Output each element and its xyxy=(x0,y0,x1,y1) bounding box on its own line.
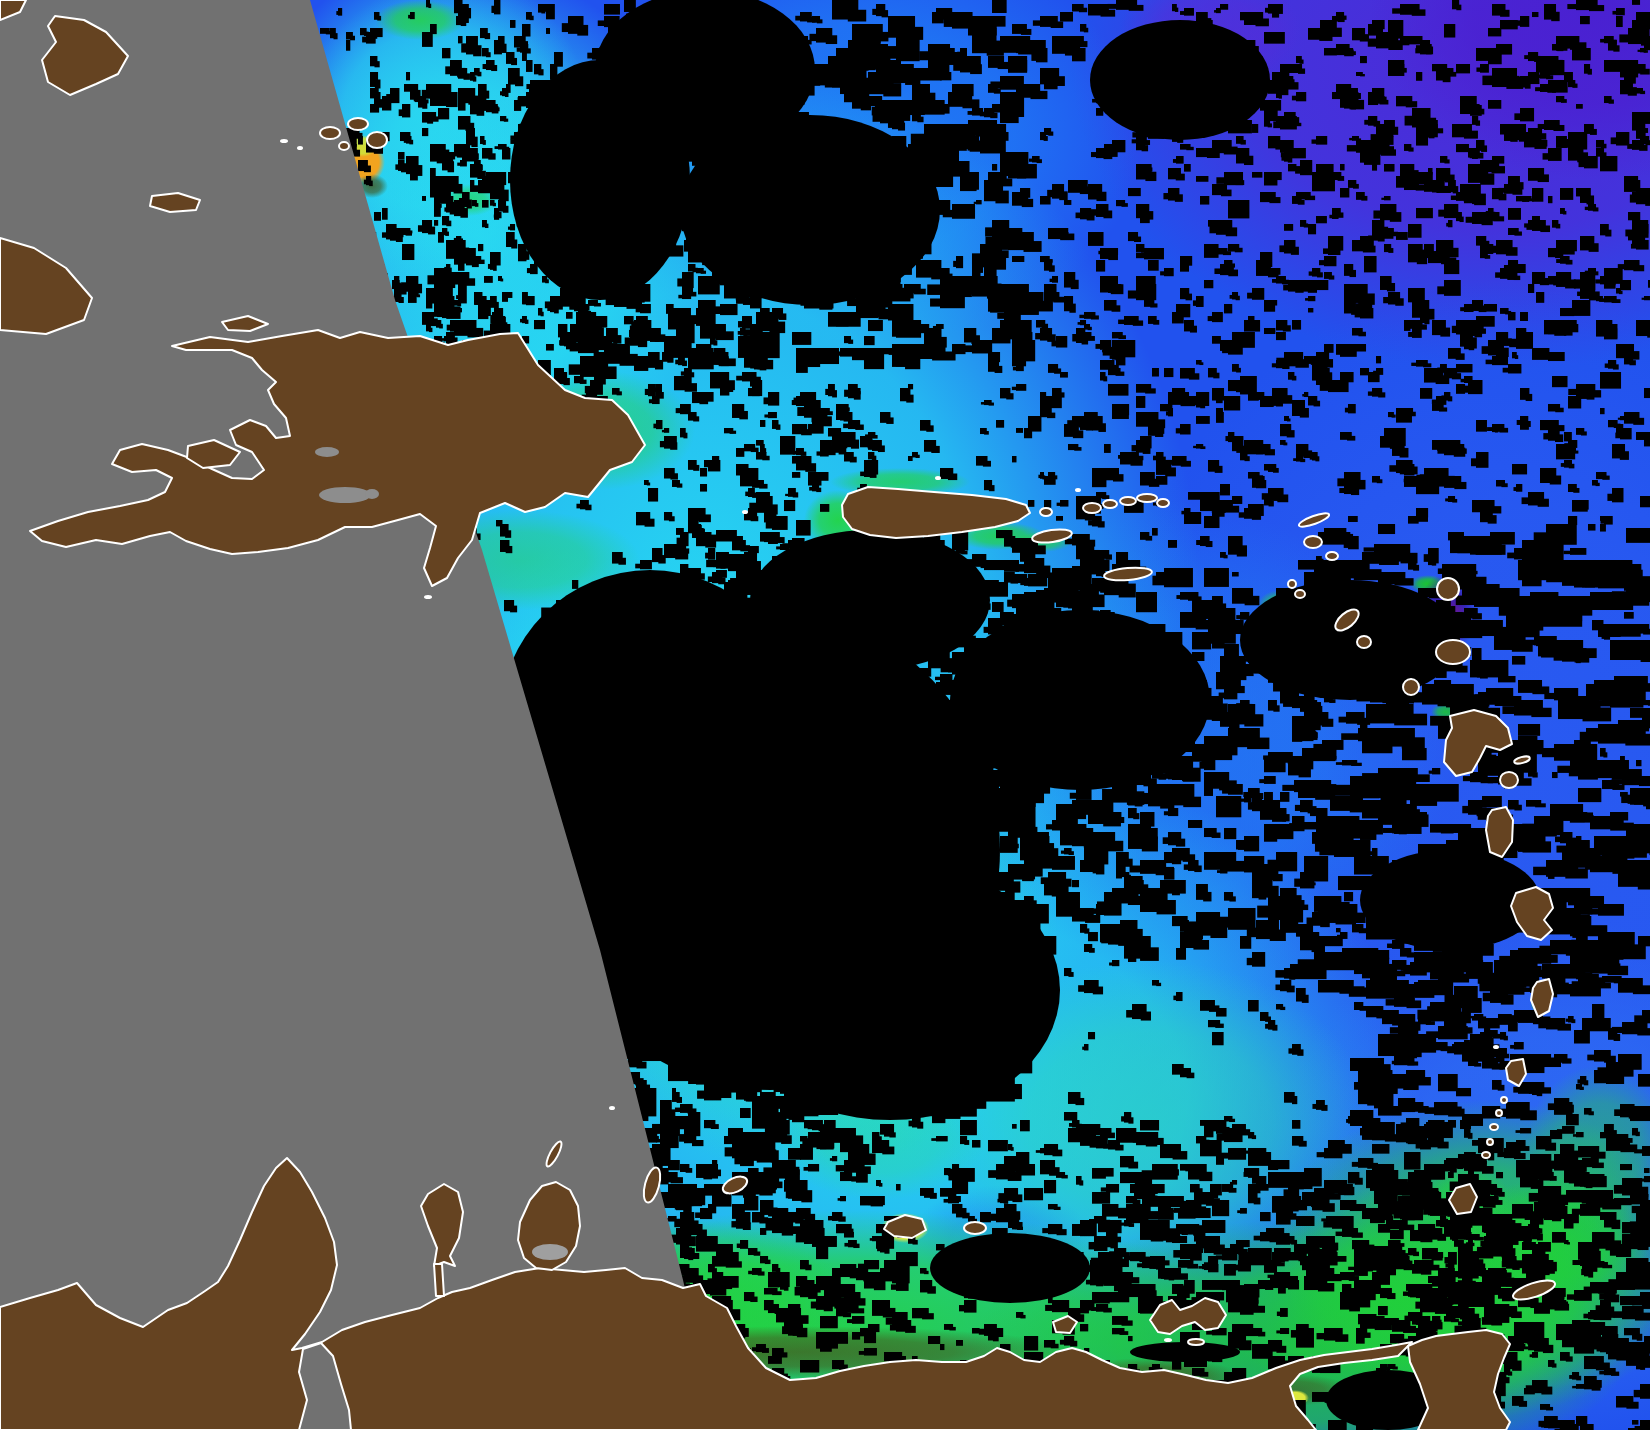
map-canvas xyxy=(0,0,1650,1430)
satellite-ocean-color-map xyxy=(0,0,1650,1430)
